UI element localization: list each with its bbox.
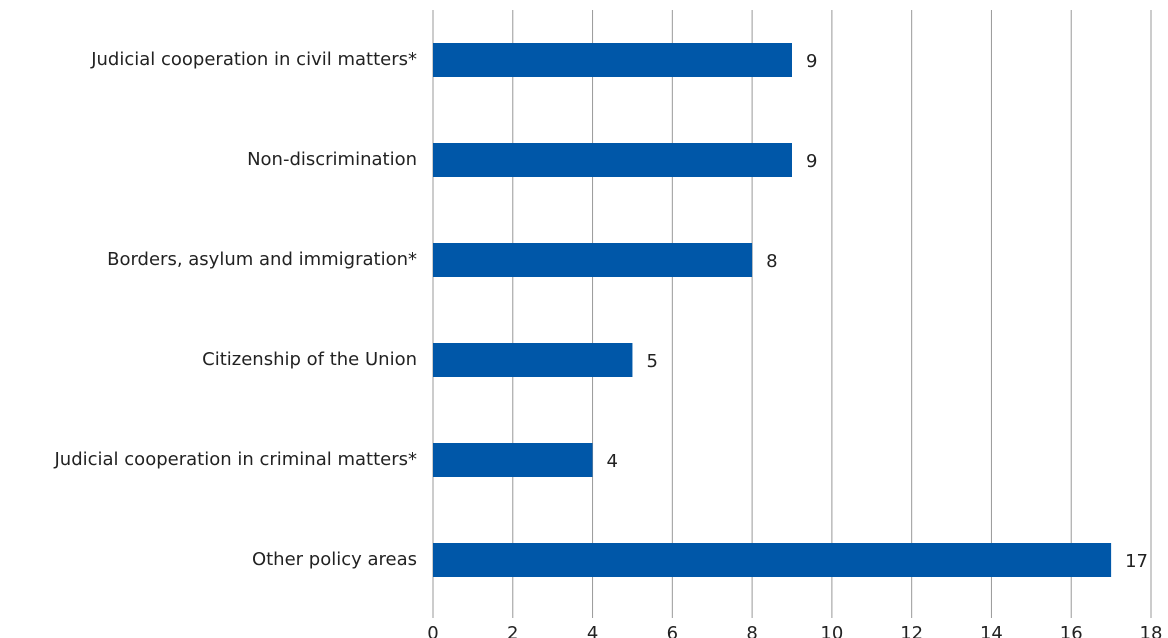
bar [433, 43, 792, 77]
x-tick-label: 10 [820, 623, 843, 638]
x-tick-label: 14 [980, 623, 1003, 638]
data-label: 9 [806, 151, 817, 172]
bar [433, 243, 753, 277]
data-label: 9 [806, 51, 817, 72]
x-tick-label: 8 [746, 623, 757, 638]
y-tick-label: Judicial cooperation in civil matters* [90, 49, 417, 70]
bar [433, 143, 792, 177]
x-tick-label: 0 [427, 623, 438, 638]
y-tick-label: Judicial cooperation in criminal matters… [53, 449, 417, 470]
y-tick-label: Other policy areas [252, 549, 417, 570]
y-tick-label: Borders, asylum and immigration* [107, 249, 417, 270]
y-tick-label: Non-discrimination [247, 149, 417, 170]
x-tick-label: 18 [1140, 623, 1163, 638]
bar [433, 343, 633, 377]
x-tick-label: 16 [1060, 623, 1083, 638]
data-label: 8 [766, 251, 777, 272]
bar [433, 543, 1112, 577]
x-tick-label: 2 [507, 623, 518, 638]
x-tick-label: 6 [667, 623, 678, 638]
data-label: 17 [1125, 551, 1148, 572]
data-label: 5 [646, 351, 657, 372]
bar [433, 443, 593, 477]
x-tick-label: 12 [900, 623, 923, 638]
x-tick-label: 4 [587, 623, 598, 638]
y-tick-label: Citizenship of the Union [202, 349, 417, 370]
data-label: 4 [607, 451, 618, 472]
